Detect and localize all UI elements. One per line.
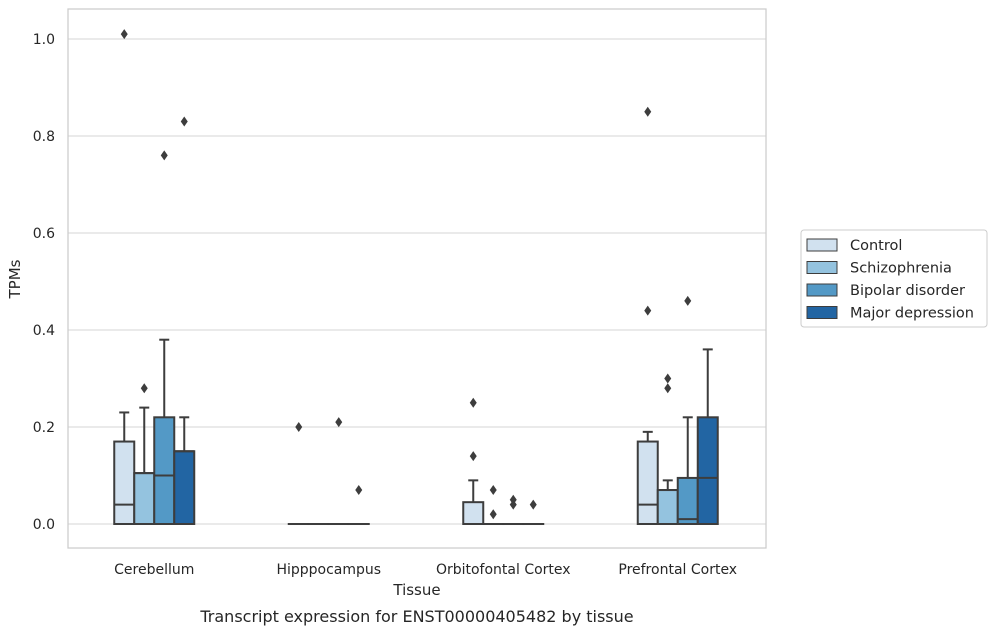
y-tick-label: 0.0	[33, 517, 55, 533]
box-major-depression	[173, 416, 196, 525]
outlier-point	[180, 116, 188, 127]
box-control	[113, 411, 136, 525]
y-axis-title: TPMs	[6, 259, 24, 299]
box-schizophrenia	[133, 406, 156, 526]
legend-swatch	[806, 283, 838, 297]
y-tick-labels: 0.0 0.2 0.4 0.6 0.8 1.0	[33, 32, 55, 533]
outlier-point	[160, 150, 168, 161]
outlier-point	[644, 106, 652, 117]
outlier-point	[295, 422, 303, 432]
legend-label: Control	[850, 238, 902, 254]
box-control	[636, 430, 659, 525]
box-schizophrenia	[656, 479, 679, 525]
outlier-point	[335, 417, 343, 428]
y-tick-label: 1.0	[33, 32, 55, 48]
box-body	[133, 472, 156, 526]
x-tick-label: Orbitofontal Cortex	[436, 562, 571, 578]
y-tick-label: 0.2	[33, 420, 55, 436]
outlier-point	[684, 295, 692, 306]
outlier-point	[355, 485, 363, 496]
legend-swatch	[806, 261, 838, 274]
box-bipolar-disorder	[676, 416, 699, 525]
box-body	[696, 416, 719, 525]
y-tick-label: 0.4	[33, 323, 55, 339]
y-tick-label: 0.6	[33, 226, 55, 242]
x-axis-title: Tissue	[392, 581, 440, 599]
outlier-point	[509, 499, 517, 510]
outlier-point	[489, 509, 497, 520]
x-tick-label: Hipppocampus	[276, 562, 381, 578]
box-body	[656, 489, 679, 525]
outlier-point	[664, 373, 672, 384]
outlier-point	[489, 485, 497, 496]
legend-swatch	[806, 238, 838, 252]
x-tick-labels: Cerebellum Hipppocampus Orbitofontal Corte…	[114, 562, 737, 578]
legend-label: Major depression	[850, 306, 974, 322]
box-bipolar-disorder	[153, 338, 176, 525]
outlier-point	[469, 397, 477, 408]
box-body	[636, 440, 659, 525]
box-series	[113, 338, 719, 526]
plot-frame	[67, 8, 767, 549]
x-tick-label: Prefrontal Cortex	[618, 562, 737, 578]
box-body	[676, 476, 699, 525]
outlier-points	[120, 29, 692, 520]
box-body	[462, 501, 485, 525]
y-tick-label: 0.8	[33, 129, 55, 145]
outlier-point	[664, 383, 672, 394]
x-tick-label: Cerebellum	[114, 562, 194, 578]
chart-caption: Transcript expression for ENST0000040548…	[199, 607, 633, 626]
box-control	[462, 479, 485, 525]
legend-frame	[800, 229, 988, 328]
box-body	[153, 416, 176, 525]
legend-label: Bipolar disorder	[850, 283, 965, 299]
legend: Control Schizophrenia Bipolar disorder Majo…	[800, 229, 988, 328]
outlier-point	[469, 451, 477, 462]
box-body	[113, 440, 136, 525]
legend-label: Schizophrenia	[850, 261, 952, 277]
outlier-point	[120, 29, 128, 40]
outlier-point	[140, 383, 148, 394]
box-major-depression	[696, 348, 719, 525]
legend-swatch	[806, 306, 838, 319]
outlier-point	[529, 499, 537, 510]
box-body	[173, 450, 196, 525]
outlier-point	[644, 305, 652, 316]
